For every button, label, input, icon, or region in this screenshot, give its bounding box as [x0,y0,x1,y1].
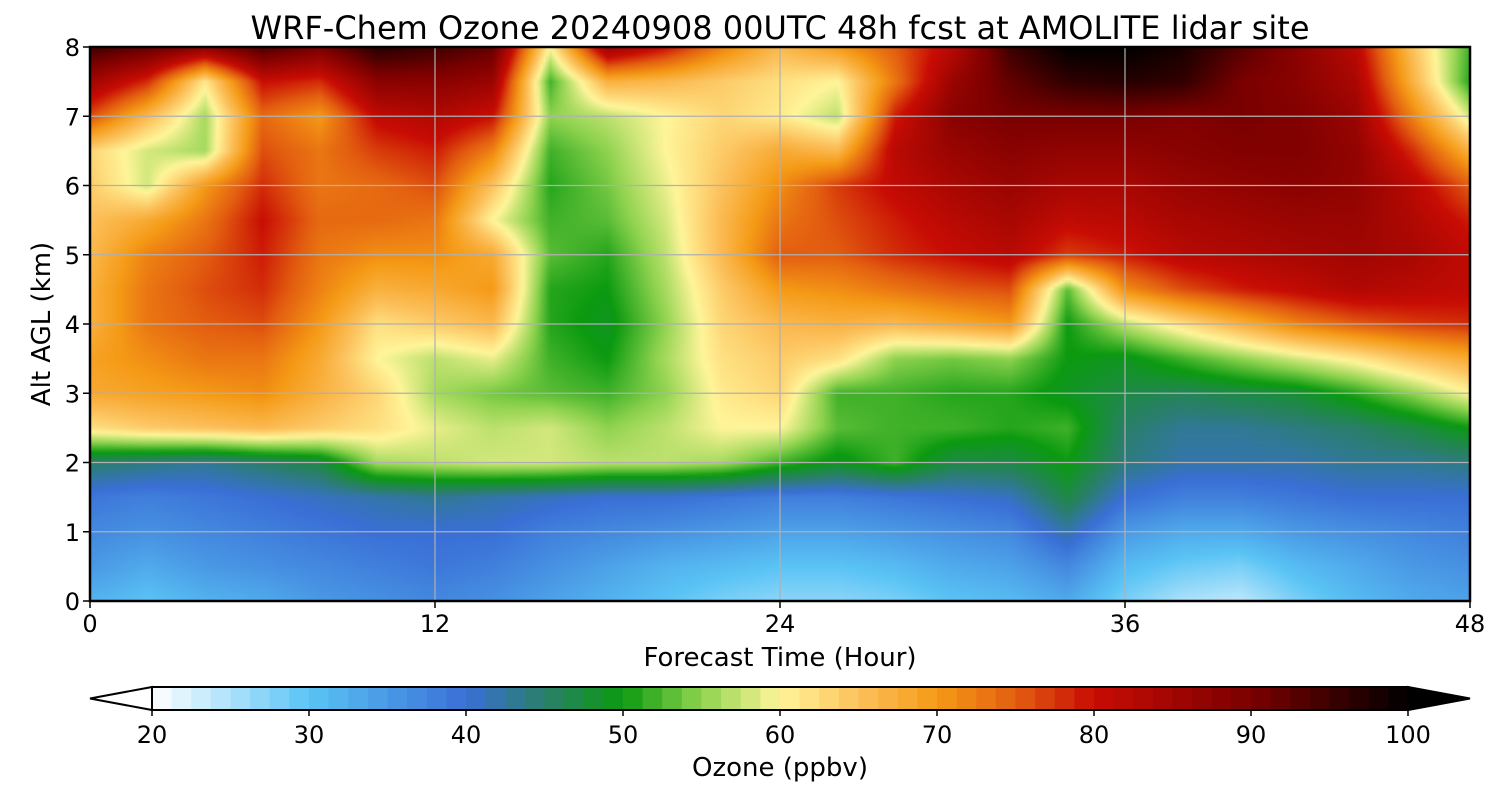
colorbar-tick-label: 50 [608,721,639,749]
colorbar-segment [230,687,251,710]
y-tick-label: 6 [65,173,80,201]
colorbar-tick-label: 20 [137,721,168,749]
colorbar-segment [250,687,271,710]
y-tick-label: 1 [65,519,80,547]
colorbar-segment [1035,687,1056,710]
colorbar-segment [426,687,447,710]
colorbar-segment [701,687,722,710]
colorbar-segment [858,687,879,710]
colorbar-tick-label: 100 [1385,721,1431,749]
colorbar-label: Ozone (ppbv) [692,753,868,783]
colorbar-segment [544,687,565,710]
x-axis-label: Forecast Time (Hour) [643,643,916,673]
colorbar-segment [681,687,703,710]
y-tick-label: 8 [65,34,80,62]
colorbar-segment [466,687,487,710]
colorbar-tick-label: 90 [1236,721,1267,749]
colorbar-extend-low [89,685,153,712]
colorbar-segment [367,687,389,710]
colorbar-segment [956,687,977,710]
colorbar-segment [407,687,428,710]
colorbar: 20 30 40 50 60 70 80 90 100 [89,685,1471,749]
colorbar-segment [603,687,624,710]
x-axis: 0 12 24 36 48 [82,601,1485,638]
colorbar-segment [1349,687,1370,710]
colorbar-extend-high [1407,685,1471,712]
colorbar-segment [1231,687,1252,710]
colorbar-segment [1054,687,1075,710]
colorbar-segment [524,687,546,710]
colorbar-segment [838,687,860,710]
colorbar-tick-label: 80 [1079,721,1110,749]
colorbar-segment [348,687,369,710]
colorbar-segment [1094,687,1115,710]
colorbar-segment [623,687,644,710]
colorbar-segment [191,687,212,710]
y-tick-label: 3 [65,380,80,408]
colorbar-tick-label: 60 [765,721,796,749]
colorbar-segment [1309,687,1331,710]
colorbar-tick-label: 70 [922,721,953,749]
colorbar-segment [309,687,330,710]
colorbar-segment [1388,687,1409,710]
colorbar-segment [1368,687,1389,710]
colorbar-segment [505,687,526,710]
colorbar-segment [446,687,467,710]
colorbar-segment [780,687,801,710]
colorbar-segment [1192,687,1213,710]
colorbar-segment [171,687,192,710]
y-tick-label: 5 [65,242,80,270]
colorbar-segment [583,687,604,710]
colorbar-segment [269,687,290,710]
colorbar-segment [897,687,918,710]
x-tick-label: 24 [765,610,796,638]
y-axis: 0 1 2 3 4 5 6 7 8 [65,34,90,616]
x-tick-label: 36 [1110,610,1141,638]
x-tick-label: 48 [1455,610,1486,638]
colorbar-segment [564,687,585,710]
colorbar-segment [760,687,781,710]
y-tick-label: 7 [65,103,80,131]
colorbar-segment [976,687,997,710]
colorbar-segment [289,687,310,710]
x-tick-label: 12 [420,610,451,638]
colorbar-segment [1251,687,1272,710]
colorbar-segment [799,687,820,710]
colorbar-segment [937,687,958,710]
colorbar-segment [1074,687,1095,710]
colorbar-segment [210,687,232,710]
colorbar-segment [995,687,1017,710]
colorbar-segment [1329,687,1350,710]
colorbar-segment [1211,687,1232,710]
chart-title: WRF-Chem Ozone 20240908 00UTC 48h fcst a… [250,9,1309,47]
y-tick-label: 2 [65,450,80,478]
y-tick-label: 4 [65,311,80,339]
colorbar-segment [1113,687,1134,710]
colorbar-segment [662,687,683,710]
colorbar-segment [1270,687,1291,710]
colorbar-segment [328,687,349,710]
y-tick-label: 0 [65,588,80,616]
colorbar-segment [721,687,742,710]
colorbar-segment [1172,687,1193,710]
colorbar-segment [917,687,938,710]
colorbar-tick-label: 30 [294,721,325,749]
colorbar-segment [878,687,899,710]
colorbar-segment [642,687,663,710]
colorbar-tick-label: 40 [451,721,482,749]
colorbar-segment [152,687,173,710]
colorbar-segment [819,687,840,710]
y-axis-label: Alt AGL (km) [27,242,57,406]
colorbar-segment [1290,687,1311,710]
colorbar-segment [1015,687,1036,710]
colorbar-segment [1152,687,1174,710]
colorbar-segment [485,687,506,710]
colorbar-segment [387,687,408,710]
x-tick-label: 0 [82,610,97,638]
colorbar-segment [1133,687,1154,710]
colorbar-segment [740,687,761,710]
